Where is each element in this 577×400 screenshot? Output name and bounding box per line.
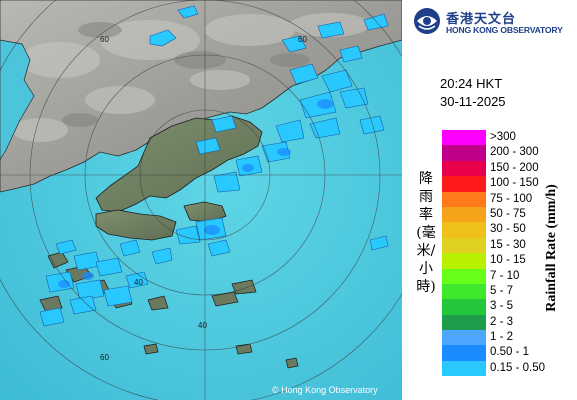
legend-label: 50 - 75 (490, 207, 526, 220)
legend-label: 0.50 - 1 (490, 346, 529, 359)
legend-label: 3 - 5 (490, 300, 514, 313)
radar-map: 60 60 60 40 40 (0, 0, 402, 400)
observatory-logo-icon (414, 8, 440, 34)
legend-swatch (442, 253, 486, 269)
legend-row: 0.15 - 0.50 (442, 360, 572, 377)
legend-row: 200 - 300 (442, 145, 572, 161)
logo-english-text: HONG KONG OBSERVATORY (446, 25, 563, 35)
range-rings (0, 0, 402, 400)
legend-swatch (442, 222, 486, 238)
ring-label-top: 60 (100, 35, 109, 44)
legend-swatch (442, 206, 486, 223)
legend-row: 7 - 10 (442, 268, 572, 284)
radar-time: 20:24 HKT (440, 76, 503, 91)
radar-date: 30-11-2025 (440, 94, 506, 109)
ring-label-right: 60 (298, 35, 307, 44)
legend-swatch (442, 176, 486, 192)
legend-swatch (442, 160, 486, 177)
legend-row: 75 - 100 (442, 191, 572, 207)
legend-swatch (442, 268, 486, 284)
legend-row: 150 - 200 (442, 160, 572, 177)
ring-label-lower-left: 40 (134, 278, 143, 287)
legend-row: 100 - 150 (442, 176, 572, 192)
legend-label: 100 - 150 (490, 177, 539, 190)
legend-swatch (442, 299, 486, 315)
legend-row: 15 - 30 (442, 237, 572, 254)
rain-echoes-heavier (58, 99, 333, 288)
legend-title-chinese: 降雨率(毫米/小時) (416, 171, 436, 295)
legend-label: 0.15 - 0.50 (490, 361, 545, 374)
legend-label: 30 - 50 (490, 223, 526, 236)
legend-label: 5 - 7 (490, 284, 514, 297)
legend-swatch (442, 330, 486, 346)
rainfall-legend: >300 200 - 300 150 - 200 100 - 150 75 - … (442, 130, 572, 377)
estuary (0, 39, 35, 161)
legend-label: >300 (490, 131, 516, 143)
legend-swatch (442, 130, 486, 146)
legend-row: 2 - 3 (442, 314, 572, 331)
legend-row: 10 - 15 (442, 253, 572, 269)
legend-swatch (442, 145, 486, 161)
legend-row: 0.50 - 1 (442, 345, 572, 361)
legend-swatch (442, 314, 486, 331)
logo-chinese-text: 香港天文台 (446, 12, 517, 27)
legend-swatch (442, 360, 486, 377)
legend-swatch (442, 345, 486, 361)
legend-label: 1 - 2 (490, 331, 514, 344)
legend-swatch (442, 283, 486, 300)
legend-row: 1 - 2 (442, 330, 572, 346)
legend-title-english: Rainfall Rate (mm/h) (544, 184, 559, 312)
legend-row: >300 (442, 130, 572, 146)
ring-label-bottom: 40 (198, 321, 207, 330)
legend-row: 30 - 50 (442, 222, 572, 238)
legend-label: 150 - 200 (490, 161, 539, 174)
legend-label: 2 - 3 (490, 315, 514, 328)
legend-label: 15 - 30 (490, 238, 526, 251)
copyright-text: © Hong Kong Observatory (272, 385, 378, 395)
legend-row: 3 - 5 (442, 299, 572, 315)
ring-label-left: 60 (100, 353, 109, 362)
legend-row: 5 - 7 (442, 283, 572, 300)
legend-panel: 香港天文台 HONG KONG OBSERVATORY 20:24 HKT 30… (402, 0, 577, 400)
legend-label: 200 - 300 (490, 146, 539, 159)
mainland-shadow (62, 22, 310, 127)
legend-swatch (442, 237, 486, 254)
legend-label: 75 - 100 (490, 192, 533, 205)
legend-label: 7 - 10 (490, 269, 520, 282)
logo: 香港天文台 HONG KONG OBSERVATORY (412, 6, 572, 38)
legend-label: 10 - 15 (490, 254, 526, 267)
legend-row: 50 - 75 (442, 206, 572, 223)
legend-swatch (442, 191, 486, 207)
mainland-texture (12, 13, 370, 142)
